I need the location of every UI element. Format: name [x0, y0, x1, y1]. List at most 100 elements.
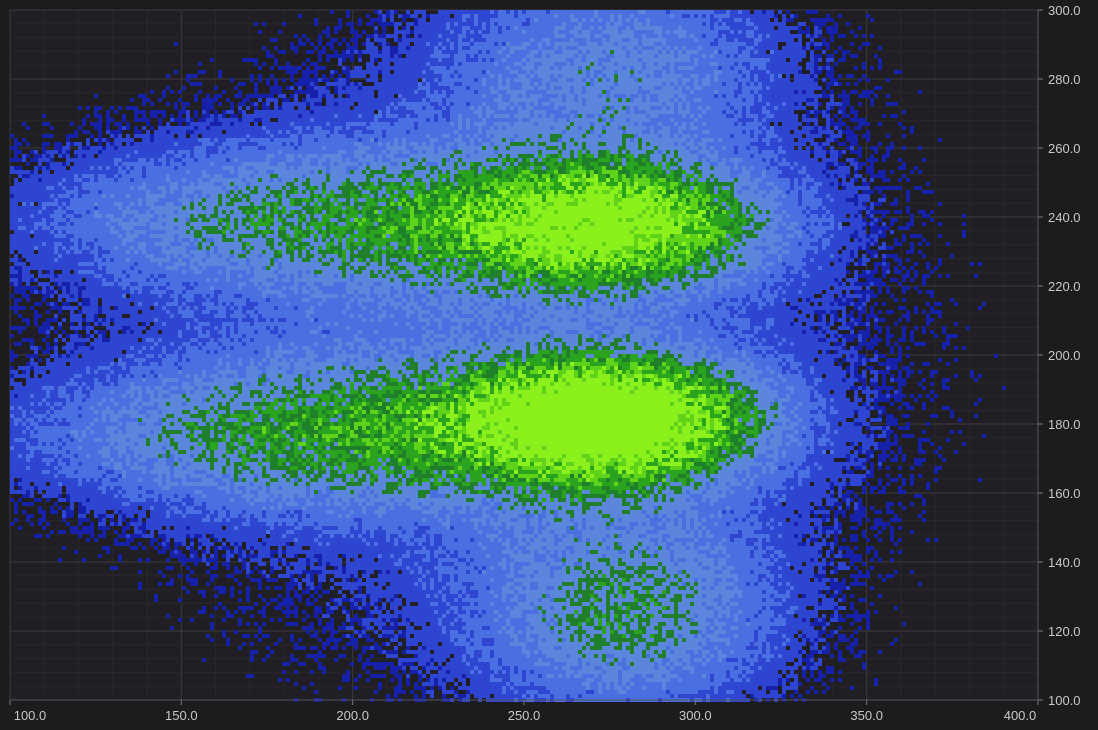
- heatmap-cell: [102, 366, 106, 370]
- heatmap-cell: [42, 222, 46, 226]
- heatmap-cell: [166, 142, 170, 146]
- heatmap-cell: [10, 270, 14, 274]
- heatmap-cell: [86, 390, 90, 394]
- heatmap-cell: [202, 290, 206, 294]
- heatmap-cell: [106, 266, 110, 270]
- heatmap-cell: [158, 394, 162, 398]
- heatmap-cell: [14, 238, 18, 242]
- heatmap-cell: [178, 318, 182, 322]
- heatmap-cell: [210, 266, 214, 270]
- heatmap-cell: [182, 422, 186, 426]
- heatmap-cell: [94, 286, 98, 290]
- heatmap-cell: [10, 226, 14, 230]
- heatmap-cell: [134, 406, 138, 410]
- heatmap-cell: [142, 142, 146, 146]
- heatmap-cell: [202, 594, 206, 598]
- heatmap-cell: [10, 206, 14, 210]
- heatmap-cell: [86, 214, 90, 218]
- heatmap-cell: [130, 106, 134, 110]
- heatmap-cell: [22, 138, 26, 142]
- heatmap-cell: [122, 362, 126, 366]
- heatmap-cell: [10, 426, 14, 430]
- heatmap-cell: [90, 446, 94, 450]
- heatmap-cell: [82, 302, 86, 306]
- heatmap-cell: [62, 182, 66, 186]
- heatmap-cell: [122, 278, 126, 282]
- heatmap-cell: [126, 190, 130, 194]
- heatmap-cell: [202, 326, 206, 330]
- heatmap-cell: [158, 482, 162, 486]
- heatmap-cell: [26, 322, 30, 326]
- heatmap-cell: [54, 490, 58, 494]
- heatmap-cell: [202, 302, 206, 306]
- heatmap-cell: [166, 502, 170, 506]
- heatmap-cell: [134, 518, 138, 522]
- heatmap-cell: [142, 262, 146, 266]
- heatmap-cell: [106, 190, 110, 194]
- heatmap-cell: [186, 202, 190, 206]
- heatmap-cell: [150, 142, 154, 146]
- heatmap-cell: [66, 174, 70, 178]
- heatmap-cell: [122, 326, 126, 330]
- heatmap-cell: [118, 346, 122, 350]
- heatmap-cell: [138, 254, 142, 258]
- heatmap-cell: [110, 314, 114, 318]
- heatmap-cell: [174, 302, 178, 306]
- heatmap-cell: [162, 134, 166, 138]
- heatmap-cell: [174, 402, 178, 406]
- heatmap-cell: [38, 178, 42, 182]
- heatmap-cell: [46, 450, 50, 454]
- heatmap-cell: [30, 438, 34, 442]
- heatmap-cell: [54, 242, 58, 246]
- heatmap-cell: [158, 398, 162, 402]
- heatmap-cell: [118, 122, 122, 126]
- heatmap-cell: [182, 190, 186, 194]
- heatmap-cell: [78, 346, 82, 350]
- heatmap-cell: [190, 402, 194, 406]
- heatmap-cell: [150, 114, 154, 118]
- heatmap-cell: [154, 398, 158, 402]
- heatmap-cell: [190, 342, 194, 346]
- heatmap-cell: [54, 182, 58, 186]
- heatmap-cell: [122, 178, 126, 182]
- heatmap-cell: [178, 218, 182, 222]
- heatmap-cell: [146, 378, 150, 382]
- heatmap-cell: [34, 414, 38, 418]
- heatmap-cell: [142, 334, 146, 338]
- heatmap-cell: [166, 158, 170, 162]
- heatmap-cell: [54, 226, 58, 230]
- heatmap-cell: [86, 458, 90, 462]
- heatmap-cell: [198, 170, 202, 174]
- heatmap-cell: [54, 450, 58, 454]
- heatmap-cell: [186, 250, 190, 254]
- heatmap-cell: [98, 534, 102, 538]
- heatmap-cell: [74, 426, 78, 430]
- heatmap-cell: [166, 194, 170, 198]
- heatmap-cell: [130, 418, 134, 422]
- heatmap-cell: [82, 386, 86, 390]
- heatmap-cell: [14, 190, 18, 194]
- heatmap-cell: [14, 286, 18, 290]
- heatmap-cell: [26, 470, 30, 474]
- heatmap-cell: [206, 306, 210, 310]
- heatmap-cell: [174, 490, 178, 494]
- heatmap-cell: [146, 414, 150, 418]
- heatmap-cell: [106, 218, 110, 222]
- heatmap-cell: [186, 350, 190, 354]
- heatmap-cell: [134, 466, 138, 470]
- heatmap-cell: [182, 450, 186, 454]
- heatmap-cell: [50, 206, 54, 210]
- heatmap-cell: [86, 170, 90, 174]
- heatmap-cell: [154, 354, 158, 358]
- heatmap-cell: [154, 598, 158, 602]
- heatmap-cell: [146, 130, 150, 134]
- heatmap-cell: [130, 446, 134, 450]
- heatmap-cell: [118, 350, 122, 354]
- heatmap-cell: [154, 414, 158, 418]
- heatmap-cell: [186, 278, 190, 282]
- heatmap-cell: [130, 490, 134, 494]
- heatmap-cell: [70, 482, 74, 486]
- heatmap-cell: [198, 274, 202, 278]
- heatmap-cell: [70, 206, 74, 210]
- heatmap-cell: [98, 146, 102, 150]
